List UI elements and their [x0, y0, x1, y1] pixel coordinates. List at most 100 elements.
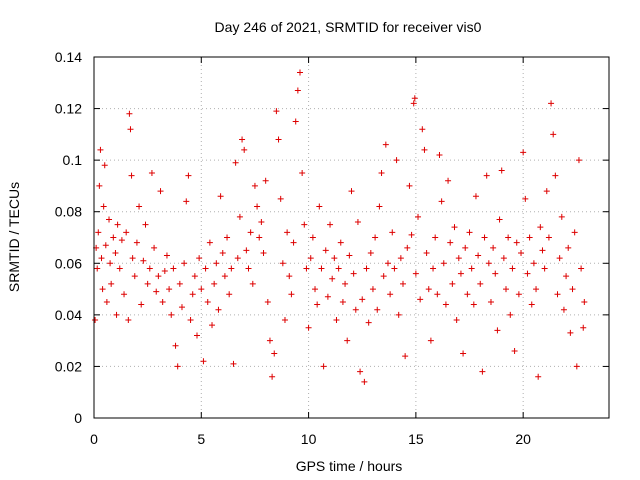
data-point [421, 146, 428, 153]
data-point [262, 177, 269, 184]
data-point [148, 170, 155, 177]
data-point [578, 265, 585, 272]
data-point [163, 252, 170, 259]
data-point [161, 268, 168, 275]
data-point [187, 317, 194, 324]
data-point [103, 298, 110, 305]
data-point [537, 224, 544, 231]
data-point [412, 270, 419, 277]
data-point [357, 368, 364, 375]
data-point [528, 301, 535, 308]
data-point [490, 244, 497, 251]
data-point [455, 255, 462, 262]
y-tick-label: 0.12 [55, 101, 82, 117]
data-point [563, 273, 570, 280]
data-point [127, 126, 134, 133]
data-point [275, 136, 282, 143]
data-point [337, 239, 344, 246]
data-point [138, 301, 145, 308]
data-point [361, 378, 368, 385]
data-point [462, 244, 469, 251]
data-point [151, 244, 158, 251]
data-point [159, 298, 166, 305]
data-point [500, 255, 507, 262]
data-point [367, 249, 374, 256]
data-point [548, 100, 555, 107]
data-point [114, 221, 121, 228]
data-point [116, 265, 123, 272]
data-point [297, 69, 303, 76]
grid-lines [94, 57, 609, 418]
data-point [365, 319, 372, 326]
data-point [466, 229, 473, 236]
data-point [387, 291, 394, 298]
data-point [389, 229, 396, 236]
data-point [146, 265, 153, 272]
data-point [219, 249, 226, 256]
data-point [505, 234, 512, 241]
y-axis-label: SRMTID / TECUs [6, 182, 22, 292]
data-point [181, 260, 188, 267]
data-point [539, 247, 546, 254]
y-tick-label: 0 [74, 410, 82, 426]
data-point [442, 301, 449, 308]
data-point [324, 293, 331, 300]
data-point [460, 350, 467, 357]
data-point [294, 87, 301, 94]
data-point [518, 249, 525, 256]
y-tick-label: 0.14 [55, 49, 82, 65]
data-point [425, 286, 432, 293]
data-point [215, 306, 222, 313]
data-point [185, 172, 192, 179]
data-point [110, 234, 117, 241]
data-point [498, 167, 505, 174]
data-point [303, 265, 310, 272]
data-point [194, 332, 200, 339]
data-point [560, 306, 567, 313]
x-axis-label: GPS time / hours [296, 458, 403, 474]
data-point [408, 231, 415, 238]
data-point [307, 255, 314, 262]
data-point [475, 252, 482, 259]
data-point [350, 270, 357, 277]
data-point [470, 301, 477, 308]
data-point [541, 265, 548, 272]
data-point [133, 239, 140, 246]
data-point [524, 270, 531, 277]
data-point [305, 324, 312, 331]
data-point [292, 118, 299, 125]
data-point [318, 265, 325, 272]
data-point [206, 239, 213, 246]
data-point [522, 195, 529, 202]
data-point [487, 298, 494, 305]
data-point [558, 213, 565, 220]
data-point [299, 170, 306, 177]
data-point [174, 363, 181, 370]
data-point [249, 280, 256, 287]
data-point [269, 373, 276, 380]
data-point [376, 203, 383, 210]
data-point [335, 265, 342, 272]
data-point [447, 239, 454, 246]
data-point [100, 203, 107, 210]
data-point [427, 337, 434, 344]
data-point [511, 347, 518, 354]
data-point [288, 291, 295, 298]
data-point [140, 257, 147, 264]
data-point [567, 329, 574, 336]
data-point [232, 159, 239, 166]
data-point [485, 260, 492, 267]
data-point [374, 306, 381, 313]
x-tick-label: 0 [90, 431, 98, 447]
data-point [281, 317, 288, 324]
data-point [97, 146, 104, 153]
data-point [131, 273, 138, 280]
data-point [189, 291, 196, 298]
data-point [451, 224, 458, 231]
data-point [348, 188, 355, 195]
data-point [580, 324, 587, 331]
data-point [434, 291, 441, 298]
data-point [411, 95, 418, 102]
data-point [217, 193, 224, 200]
